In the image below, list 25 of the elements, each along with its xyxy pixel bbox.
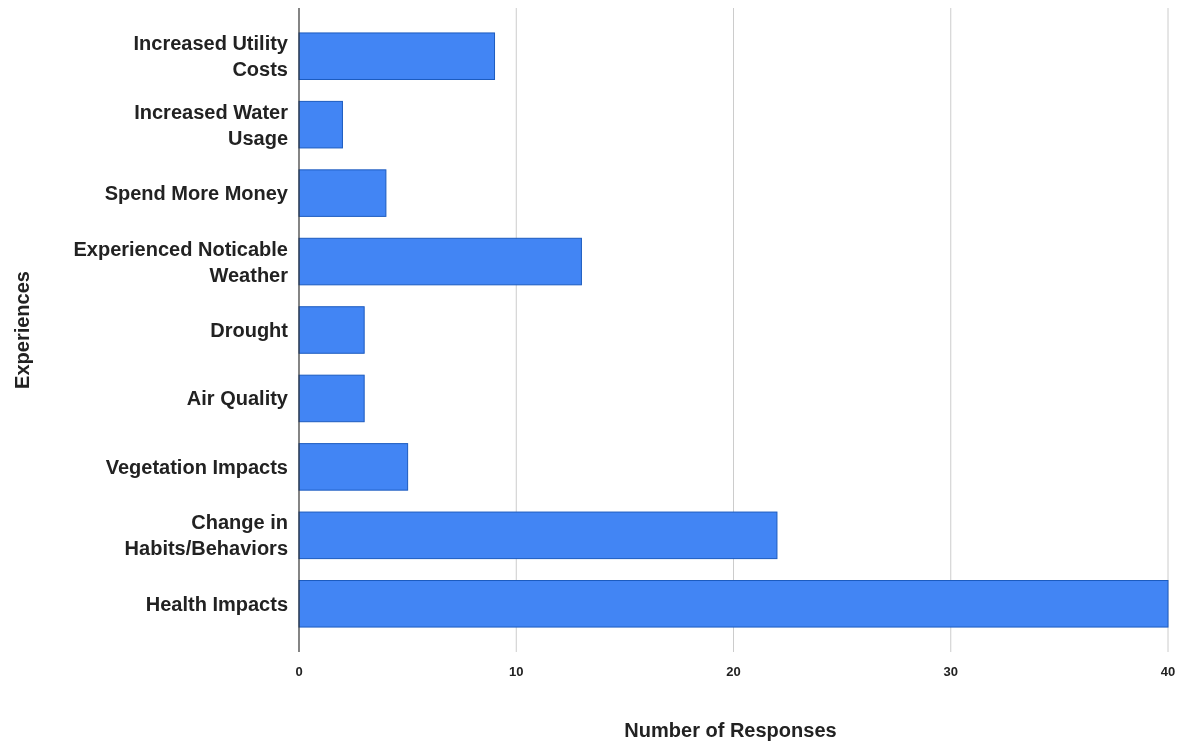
bar xyxy=(298,580,1169,628)
bar xyxy=(298,237,582,286)
y-tick-label: Health Impacts xyxy=(145,592,288,615)
bar xyxy=(298,306,365,354)
bar xyxy=(298,443,409,491)
bar xyxy=(298,32,496,80)
x-tick-label: 30 xyxy=(943,664,958,679)
bar xyxy=(298,511,778,560)
y-axis-title: Experiences xyxy=(11,271,33,389)
x-tick-label: 10 xyxy=(509,664,524,679)
x-tick-label: 40 xyxy=(1160,664,1176,679)
y-tick-label: Increased Utility Costs xyxy=(133,32,289,81)
y-tick-label: Vegetation Impacts xyxy=(105,455,288,478)
y-tick-label: Spend More Money xyxy=(104,182,289,205)
bar xyxy=(298,100,343,149)
x-tick-label: 0 xyxy=(295,664,303,679)
x-axis-title: Number of Responses xyxy=(624,719,837,741)
y-tick-label: Drought xyxy=(210,319,289,341)
y-tick-label: Air Quality xyxy=(186,387,289,410)
bar xyxy=(298,374,365,423)
y-tick-label: Experienced Noticable Weather xyxy=(73,237,289,286)
bar xyxy=(298,169,387,217)
y-tick-label: Change in Habits/Behaviors xyxy=(124,511,288,560)
y-tick-label: Increased Water Usage xyxy=(134,100,289,149)
x-tick-label: 20 xyxy=(726,664,741,679)
